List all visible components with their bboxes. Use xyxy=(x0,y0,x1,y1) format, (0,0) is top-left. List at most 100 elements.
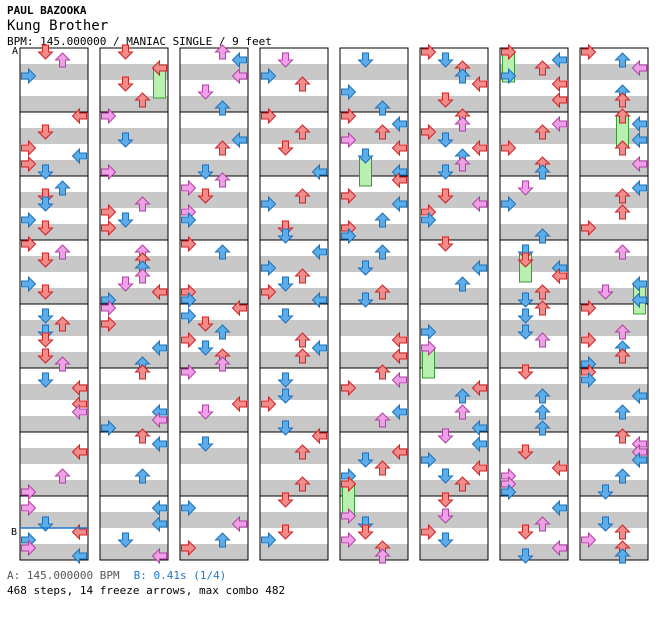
beat-band xyxy=(260,192,328,208)
beat-band xyxy=(100,544,168,560)
step-arrow xyxy=(181,499,197,517)
step-arrow xyxy=(54,356,71,372)
beat-band xyxy=(580,352,648,368)
step-arrow xyxy=(357,452,374,468)
step-arrow xyxy=(391,139,407,157)
step-arrow xyxy=(134,92,151,108)
step-arrow xyxy=(101,107,117,125)
step-arrow xyxy=(101,219,117,237)
beat-band xyxy=(500,224,568,240)
step-arrow xyxy=(517,324,534,340)
step-arrow xyxy=(214,172,231,188)
step-arrow xyxy=(117,76,134,92)
step-arrow xyxy=(391,195,407,213)
step-arrow xyxy=(471,75,487,93)
step-arrow xyxy=(151,411,167,429)
step-arrow xyxy=(181,331,197,349)
step-arrow xyxy=(631,291,647,309)
step-arrow xyxy=(71,147,87,165)
beat-band xyxy=(580,544,648,560)
step-arrow xyxy=(341,83,357,101)
beat-band xyxy=(20,160,88,176)
step-arrow xyxy=(231,515,247,533)
step-arrow xyxy=(551,91,567,109)
step-arrow xyxy=(391,371,407,389)
step-arrow xyxy=(421,339,437,357)
step-arrow xyxy=(374,124,391,140)
beat-band xyxy=(180,224,248,240)
beat-band xyxy=(20,544,88,560)
step-arrow xyxy=(374,460,391,476)
step-arrow xyxy=(117,276,134,292)
beat-band xyxy=(100,512,168,528)
column-frame xyxy=(419,47,489,561)
step-arrow xyxy=(277,420,294,436)
beat-band xyxy=(180,480,248,496)
beat-band xyxy=(260,96,328,112)
step-arrow xyxy=(181,211,197,229)
stop-b-label: B: 0.41s (1/4) xyxy=(133,569,227,582)
beat-band xyxy=(580,480,648,496)
beat-band xyxy=(20,416,88,432)
beat-band xyxy=(260,480,328,496)
beat-band xyxy=(580,320,648,336)
beat-band xyxy=(20,192,88,208)
beat-band xyxy=(500,128,568,144)
step-arrow xyxy=(421,211,437,229)
beat-band xyxy=(500,352,568,368)
step-arrow xyxy=(551,115,567,133)
beat-band xyxy=(100,96,168,112)
step-arrow xyxy=(471,259,487,277)
beat-band xyxy=(340,480,408,496)
step-arrow xyxy=(21,499,37,517)
step-arrow xyxy=(181,235,197,253)
beat-band xyxy=(100,256,168,272)
step-arrow xyxy=(311,243,327,261)
marker-b: B xyxy=(11,527,18,538)
step-arrow xyxy=(101,315,117,333)
step-arrow xyxy=(391,403,407,421)
beat-band xyxy=(580,192,648,208)
step-arrow xyxy=(294,444,311,460)
step-arrow xyxy=(37,220,54,236)
beat-band xyxy=(260,256,328,272)
step-arrow xyxy=(294,268,311,284)
step-arrow xyxy=(117,212,134,228)
step-arrow xyxy=(117,532,134,548)
beat-band xyxy=(100,320,168,336)
step-arrow xyxy=(294,188,311,204)
step-arrow xyxy=(181,363,197,381)
step-arrow xyxy=(181,539,197,557)
step-arrow xyxy=(181,291,197,309)
beat-band xyxy=(20,320,88,336)
beat-band xyxy=(20,480,88,496)
beat-band xyxy=(20,96,88,112)
step-arrow xyxy=(437,508,454,524)
beat-band xyxy=(100,416,168,432)
step-arrow xyxy=(357,148,374,164)
beat-band xyxy=(580,160,648,176)
step-arrow xyxy=(614,468,631,484)
step-arrow xyxy=(277,308,294,324)
step-arrow xyxy=(261,107,277,125)
step-arrow xyxy=(151,339,167,357)
step-arrow xyxy=(311,163,327,181)
beat-band xyxy=(340,256,408,272)
step-arrow xyxy=(631,451,647,469)
step-arrow xyxy=(54,316,71,332)
step-arrow xyxy=(471,379,487,397)
step-arrow xyxy=(214,100,231,116)
step-arrow xyxy=(214,140,231,156)
step-arrow xyxy=(197,84,214,100)
beat-band xyxy=(20,256,88,272)
step-arrow xyxy=(437,188,454,204)
step-arrow xyxy=(534,284,551,300)
beat-band xyxy=(500,160,568,176)
step-arrow xyxy=(311,339,327,357)
beat-band xyxy=(180,512,248,528)
step-arrow xyxy=(471,195,487,213)
beat-band xyxy=(500,288,568,304)
step-arrow xyxy=(631,387,647,405)
beat-band xyxy=(500,256,568,272)
beat-band xyxy=(500,448,568,464)
